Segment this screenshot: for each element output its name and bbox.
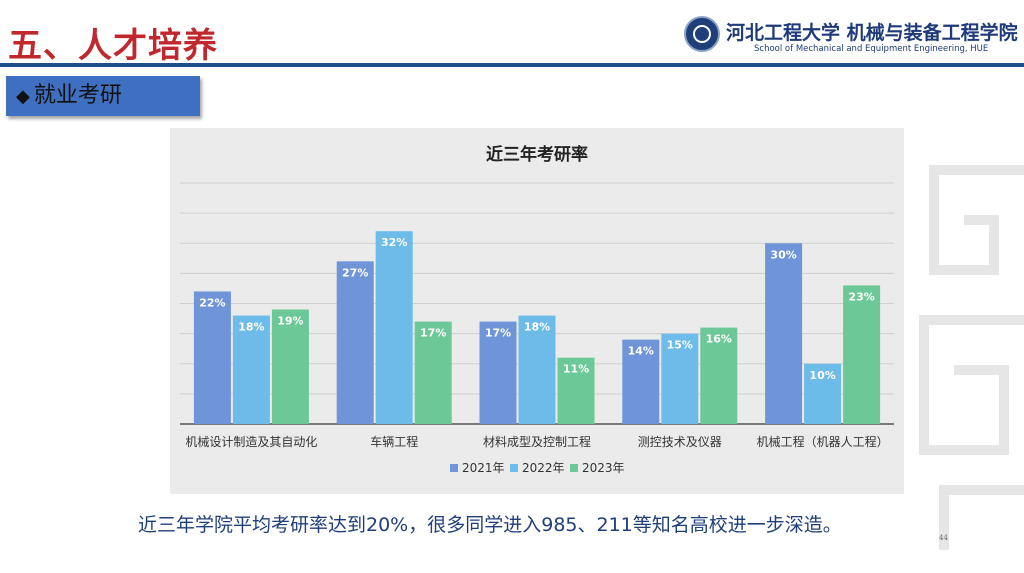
bar-data-label: 18%	[524, 321, 550, 334]
bar-data-label: 22%	[199, 296, 225, 309]
bar	[414, 321, 452, 424]
legend-label: 2021年	[462, 461, 505, 475]
section-tab: ◆ 就业考研	[6, 76, 200, 116]
school-name-cn: 河北工程大学 机械与装备工程学院	[726, 22, 1018, 44]
bar-data-label: 16%	[706, 333, 732, 346]
section-label: 就业考研	[33, 83, 122, 108]
bar	[804, 363, 842, 424]
bar	[518, 315, 556, 424]
bar-data-label: 19%	[277, 315, 303, 328]
decorative-pattern	[919, 165, 1024, 550]
bar-data-label: 11%	[563, 363, 589, 376]
bar-data-label: 17%	[420, 327, 446, 340]
bar-data-label: 15%	[667, 339, 693, 352]
bar-data-label: 32%	[381, 236, 407, 249]
caption: 近三年学院平均考研率达到20%，很多同学进入985、211等知名高校进一步深造。	[138, 514, 842, 536]
bar	[843, 285, 881, 424]
x-tick-label: 材料成型及控制工程	[483, 434, 591, 449]
bar	[765, 243, 803, 424]
diamond-icon: ◆	[16, 86, 30, 107]
bar	[232, 315, 270, 424]
legend-label: 2022年	[522, 461, 565, 475]
bar	[700, 327, 738, 424]
bar-data-label: 10%	[809, 369, 835, 382]
legend-label: 2023年	[582, 461, 625, 475]
bar	[336, 261, 374, 424]
bar-data-label: 30%	[770, 248, 796, 261]
university-seal-icon	[684, 16, 720, 52]
page-number: 44	[939, 534, 948, 542]
bar	[375, 231, 413, 424]
slide-title: 五、人才培养	[8, 26, 218, 66]
x-tick-label: 车辆工程	[370, 434, 418, 449]
bar-data-label: 27%	[342, 266, 368, 279]
header-rule	[0, 63, 1024, 67]
legend-swatch	[570, 464, 578, 472]
bar-data-label: 14%	[628, 345, 654, 358]
bar-data-label: 18%	[238, 321, 264, 334]
bar-data-label: 17%	[485, 327, 511, 340]
bar-data-label: 23%	[848, 290, 874, 303]
school-name-en: School of Mechanical and Equipment Engin…	[754, 44, 989, 54]
bar	[271, 309, 309, 424]
legend-swatch	[450, 464, 458, 472]
bar	[622, 339, 660, 424]
x-tick-label: 机械工程（机器人工程）	[757, 434, 889, 449]
chart-panel: 近三年考研率 22% 18% 19% 机械设计制造及其自动化 27% 32% 17% 车辆工程 1…	[170, 128, 904, 494]
x-tick-label: 机械设计制造及其自动化	[185, 434, 317, 449]
bar	[661, 333, 699, 424]
bar	[557, 357, 595, 424]
x-tick-label: 测控技术及仪器	[638, 435, 722, 449]
chart: 近三年考研率 22% 18% 19% 机械设计制造及其自动化 27% 32% 17% 车辆工程 1…	[180, 144, 894, 475]
bar	[193, 291, 231, 424]
legend-swatch	[510, 464, 518, 472]
bar	[479, 321, 517, 424]
chart-title: 近三年考研率	[486, 144, 588, 165]
